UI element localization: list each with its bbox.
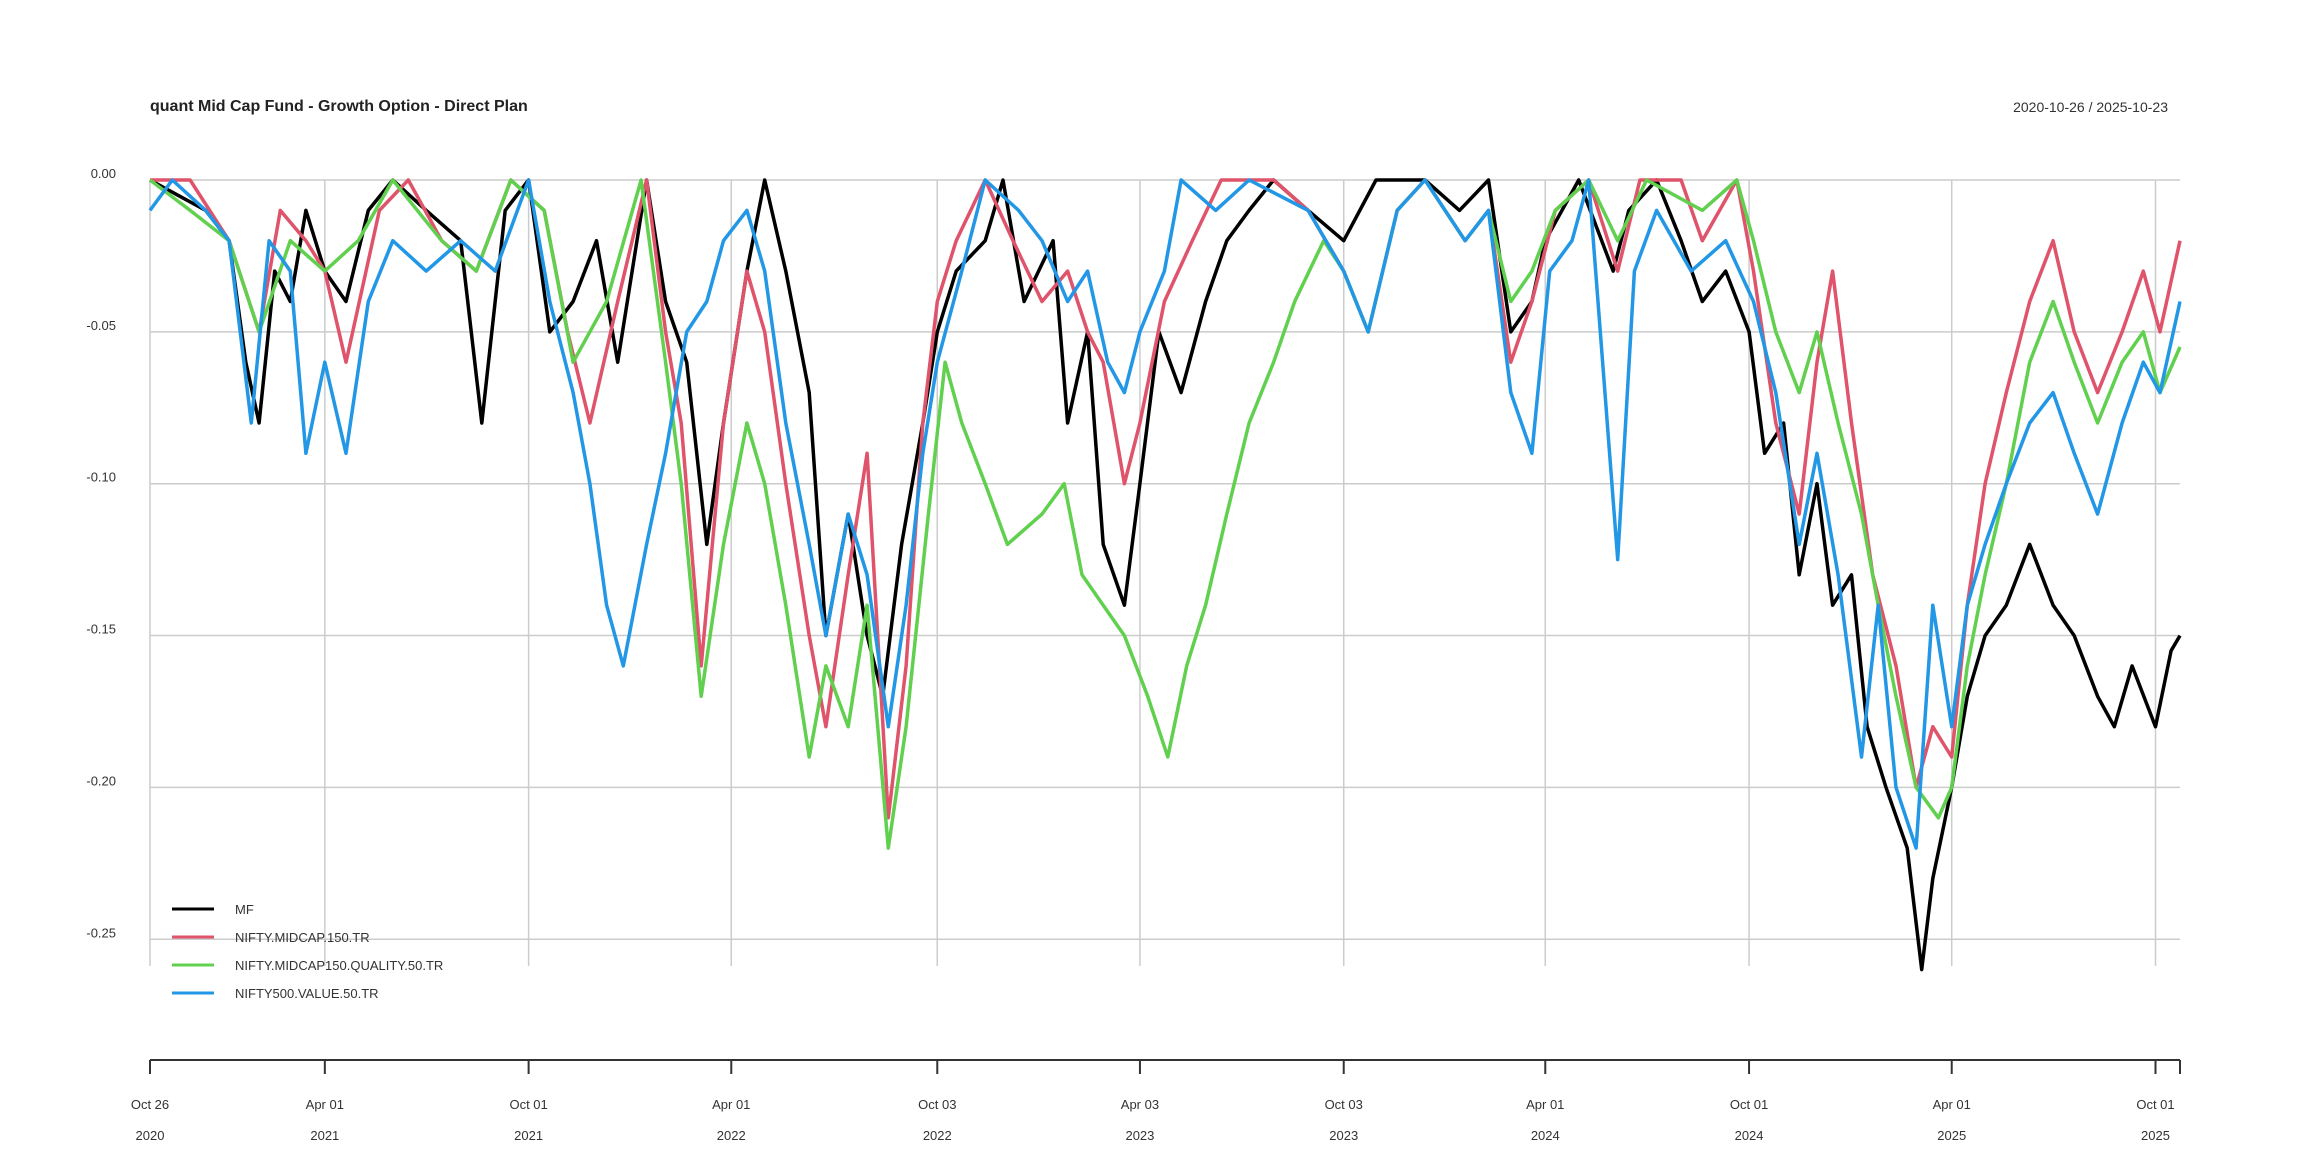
y-axis-labels: 0.00 -0.05 -0.10 -0.15 -0.20 -0.25 bbox=[86, 166, 116, 940]
x-tick-label: Oct 03 bbox=[1325, 1097, 1363, 1112]
legend-label: NIFTY500.VALUE.50.TR bbox=[235, 986, 379, 1001]
x-tick-label: Apr 01 bbox=[712, 1097, 750, 1112]
x-tick-label: Apr 01 bbox=[1933, 1097, 1971, 1112]
x-tick-label: Apr 01 bbox=[1526, 1097, 1564, 1112]
series-line bbox=[150, 178, 2182, 820]
date-range-label: 2020-10-26 / 2025-10-23 bbox=[2013, 99, 2168, 115]
y-tick-label: 0.00 bbox=[91, 166, 116, 181]
y-tick-label: -0.25 bbox=[86, 925, 116, 940]
x-tick-year-label: 2024 bbox=[1735, 1128, 1764, 1143]
series-lines bbox=[148, 178, 2182, 972]
x-tick-label: Oct 01 bbox=[2136, 1097, 2174, 1112]
x-tick-year-label: 2024 bbox=[1531, 1128, 1560, 1143]
x-tick-label: Oct 01 bbox=[1730, 1097, 1768, 1112]
y-tick-label: -0.20 bbox=[86, 773, 116, 788]
y-tick-label: -0.15 bbox=[86, 622, 116, 637]
x-tick-label: Oct 01 bbox=[509, 1097, 547, 1112]
x-tick-year-label: 2021 bbox=[310, 1128, 339, 1143]
x-tick-year-label: 2022 bbox=[923, 1128, 952, 1143]
legend-label: NIFTY.MIDCAP150.QUALITY.50.TR bbox=[235, 958, 443, 973]
x-tick-year-label: 2020 bbox=[136, 1128, 165, 1143]
x-tick-year-label: 2021 bbox=[514, 1128, 543, 1143]
x-tick-year-label: 2023 bbox=[1329, 1128, 1358, 1143]
series-line bbox=[148, 178, 2182, 850]
y-tick-label: -0.10 bbox=[86, 470, 116, 485]
legend-label: NIFTY.MIDCAP.150.TR bbox=[235, 930, 370, 945]
x-tick-year-label: 2023 bbox=[1125, 1128, 1154, 1143]
x-tick-label: Oct 26 bbox=[131, 1097, 169, 1112]
y-tick-label: -0.05 bbox=[86, 318, 116, 333]
series-line bbox=[148, 178, 2182, 850]
legend-label: MF bbox=[235, 902, 254, 917]
x-tick-year-label: 2025 bbox=[1937, 1128, 1966, 1143]
x-tick-year-label: 2025 bbox=[2141, 1128, 2170, 1143]
x-tick-label: Apr 01 bbox=[306, 1097, 344, 1112]
x-axis: Oct 26 2020 Apr 01 2021 Oct 01 2021 Apr 01 2022… bbox=[131, 1059, 2181, 1143]
x-tick-label: Oct 03 bbox=[918, 1097, 956, 1112]
chart-title: quant Mid Cap Fund - Growth Option - Dir… bbox=[150, 98, 528, 115]
series-line bbox=[149, 178, 2182, 972]
x-tick-year-label: 2022 bbox=[717, 1128, 746, 1143]
x-tick-label: Apr 03 bbox=[1121, 1097, 1159, 1112]
legend: MF NIFTY.MIDCAP.150.TR NIFTY.MIDCAP150.QUA… bbox=[172, 902, 443, 1001]
